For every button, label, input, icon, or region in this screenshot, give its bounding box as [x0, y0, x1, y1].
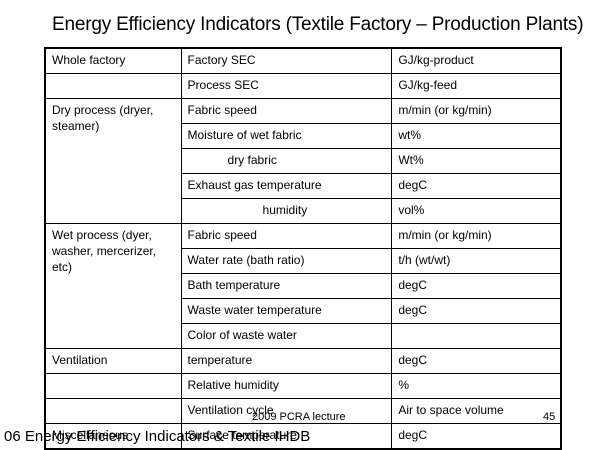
indicators-table: Whole factory Factory SEC GJ/kg-product …: [44, 47, 562, 450]
unit-cell: %: [391, 373, 562, 399]
unit-cell: degC: [391, 273, 562, 299]
indicator-cell: Process SEC: [180, 73, 393, 99]
indicator-cell: Fabric speed: [180, 223, 393, 249]
table-row: Dry process (dryer, steamer) Fabric spee…: [44, 98, 562, 224]
table-row: Exhaust gas temperature degC: [45, 173, 562, 199]
group-cell: Dry process (dryer, steamer): [44, 98, 182, 224]
indicator-cell: temperature: [180, 348, 393, 374]
indicator-cell: Relative humidity: [180, 373, 393, 399]
unit-cell: degC: [391, 423, 562, 450]
indicator-cell: humidity: [180, 198, 393, 224]
indicator-cell: Ventilation cycle: [180, 398, 393, 424]
table-row: Color of waste water: [45, 323, 562, 349]
table-row: Wet process (dyer, washer, mercerizer, e…: [44, 223, 562, 349]
indicator-cell: dry fabric: [180, 148, 393, 174]
table-row: Miscellaneous Surface temperature degC: [44, 423, 562, 450]
table-row: humidity vol%: [45, 198, 562, 224]
unit-cell: vol%: [391, 198, 562, 224]
table-row: Process SEC GJ/kg-feed: [44, 73, 562, 99]
table-row: Moisture of wet fabric wt%: [45, 123, 562, 149]
table-row: Relative humidity %: [44, 373, 562, 399]
indicator-cell: Color of waste water: [180, 323, 393, 349]
page-number: 45: [543, 411, 556, 423]
indicator-cell: Exhaust gas temperature: [180, 173, 393, 199]
table-row: Whole factory Factory SEC GJ/kg-product: [44, 47, 562, 74]
unit-cell: degC: [391, 348, 562, 374]
group-cell: [44, 373, 182, 399]
footer-lecture: 2009 PCRA lecture: [252, 411, 346, 423]
indicator-cell: Surface temperature: [180, 423, 393, 450]
table-row: Ventilation temperature degC: [44, 348, 562, 374]
slide-title: Energy Efficiency Indicators (Textile Fa…: [52, 14, 584, 35]
group-cell: Ventilation: [44, 348, 182, 374]
group-cell: Miscellaneous: [44, 423, 182, 450]
table-row: Ventilation cycle Air to space volume: [44, 398, 562, 424]
unit-cell: Air to space volume: [391, 398, 562, 424]
unit-cell: Wt%: [391, 148, 562, 174]
indicator-cell: Waste water temperature: [180, 298, 393, 324]
table-row: Water rate (bath ratio) t/h (wt/wt): [45, 248, 562, 274]
unit-cell: m/min (or kg/min): [391, 223, 562, 249]
table-row: Bath temperature degC: [45, 273, 562, 299]
table-row: Waste water temperature degC: [45, 298, 562, 324]
indicator-cell: Water rate (bath ratio): [180, 248, 393, 274]
unit-cell: GJ/kg-product: [391, 47, 562, 74]
unit-cell: degC: [391, 173, 562, 199]
indicator-cell: Bath temperature: [180, 273, 393, 299]
indicator-cell: Moisture of wet fabric: [180, 123, 393, 149]
unit-cell: t/h (wt/wt): [391, 248, 562, 274]
group-cell: Wet process (dyer, washer, mercerizer, e…: [44, 223, 182, 349]
indicator-cell: Fabric speed: [180, 98, 393, 124]
unit-cell: degC: [391, 298, 562, 324]
indicator-cell: Factory SEC: [180, 47, 393, 74]
unit-cell: m/min (or kg/min): [391, 98, 562, 124]
group-cell: [44, 398, 182, 424]
group-cell: [44, 73, 182, 99]
unit-cell: GJ/kg-feed: [391, 73, 562, 99]
group-cell: Whole factory: [44, 47, 182, 74]
table-row: dry fabric Wt%: [45, 148, 562, 174]
unit-cell: wt%: [391, 123, 562, 149]
unit-cell: [391, 323, 562, 349]
footer-caption: 06 Energy Efficiency Indicators & Textil…: [4, 428, 311, 445]
